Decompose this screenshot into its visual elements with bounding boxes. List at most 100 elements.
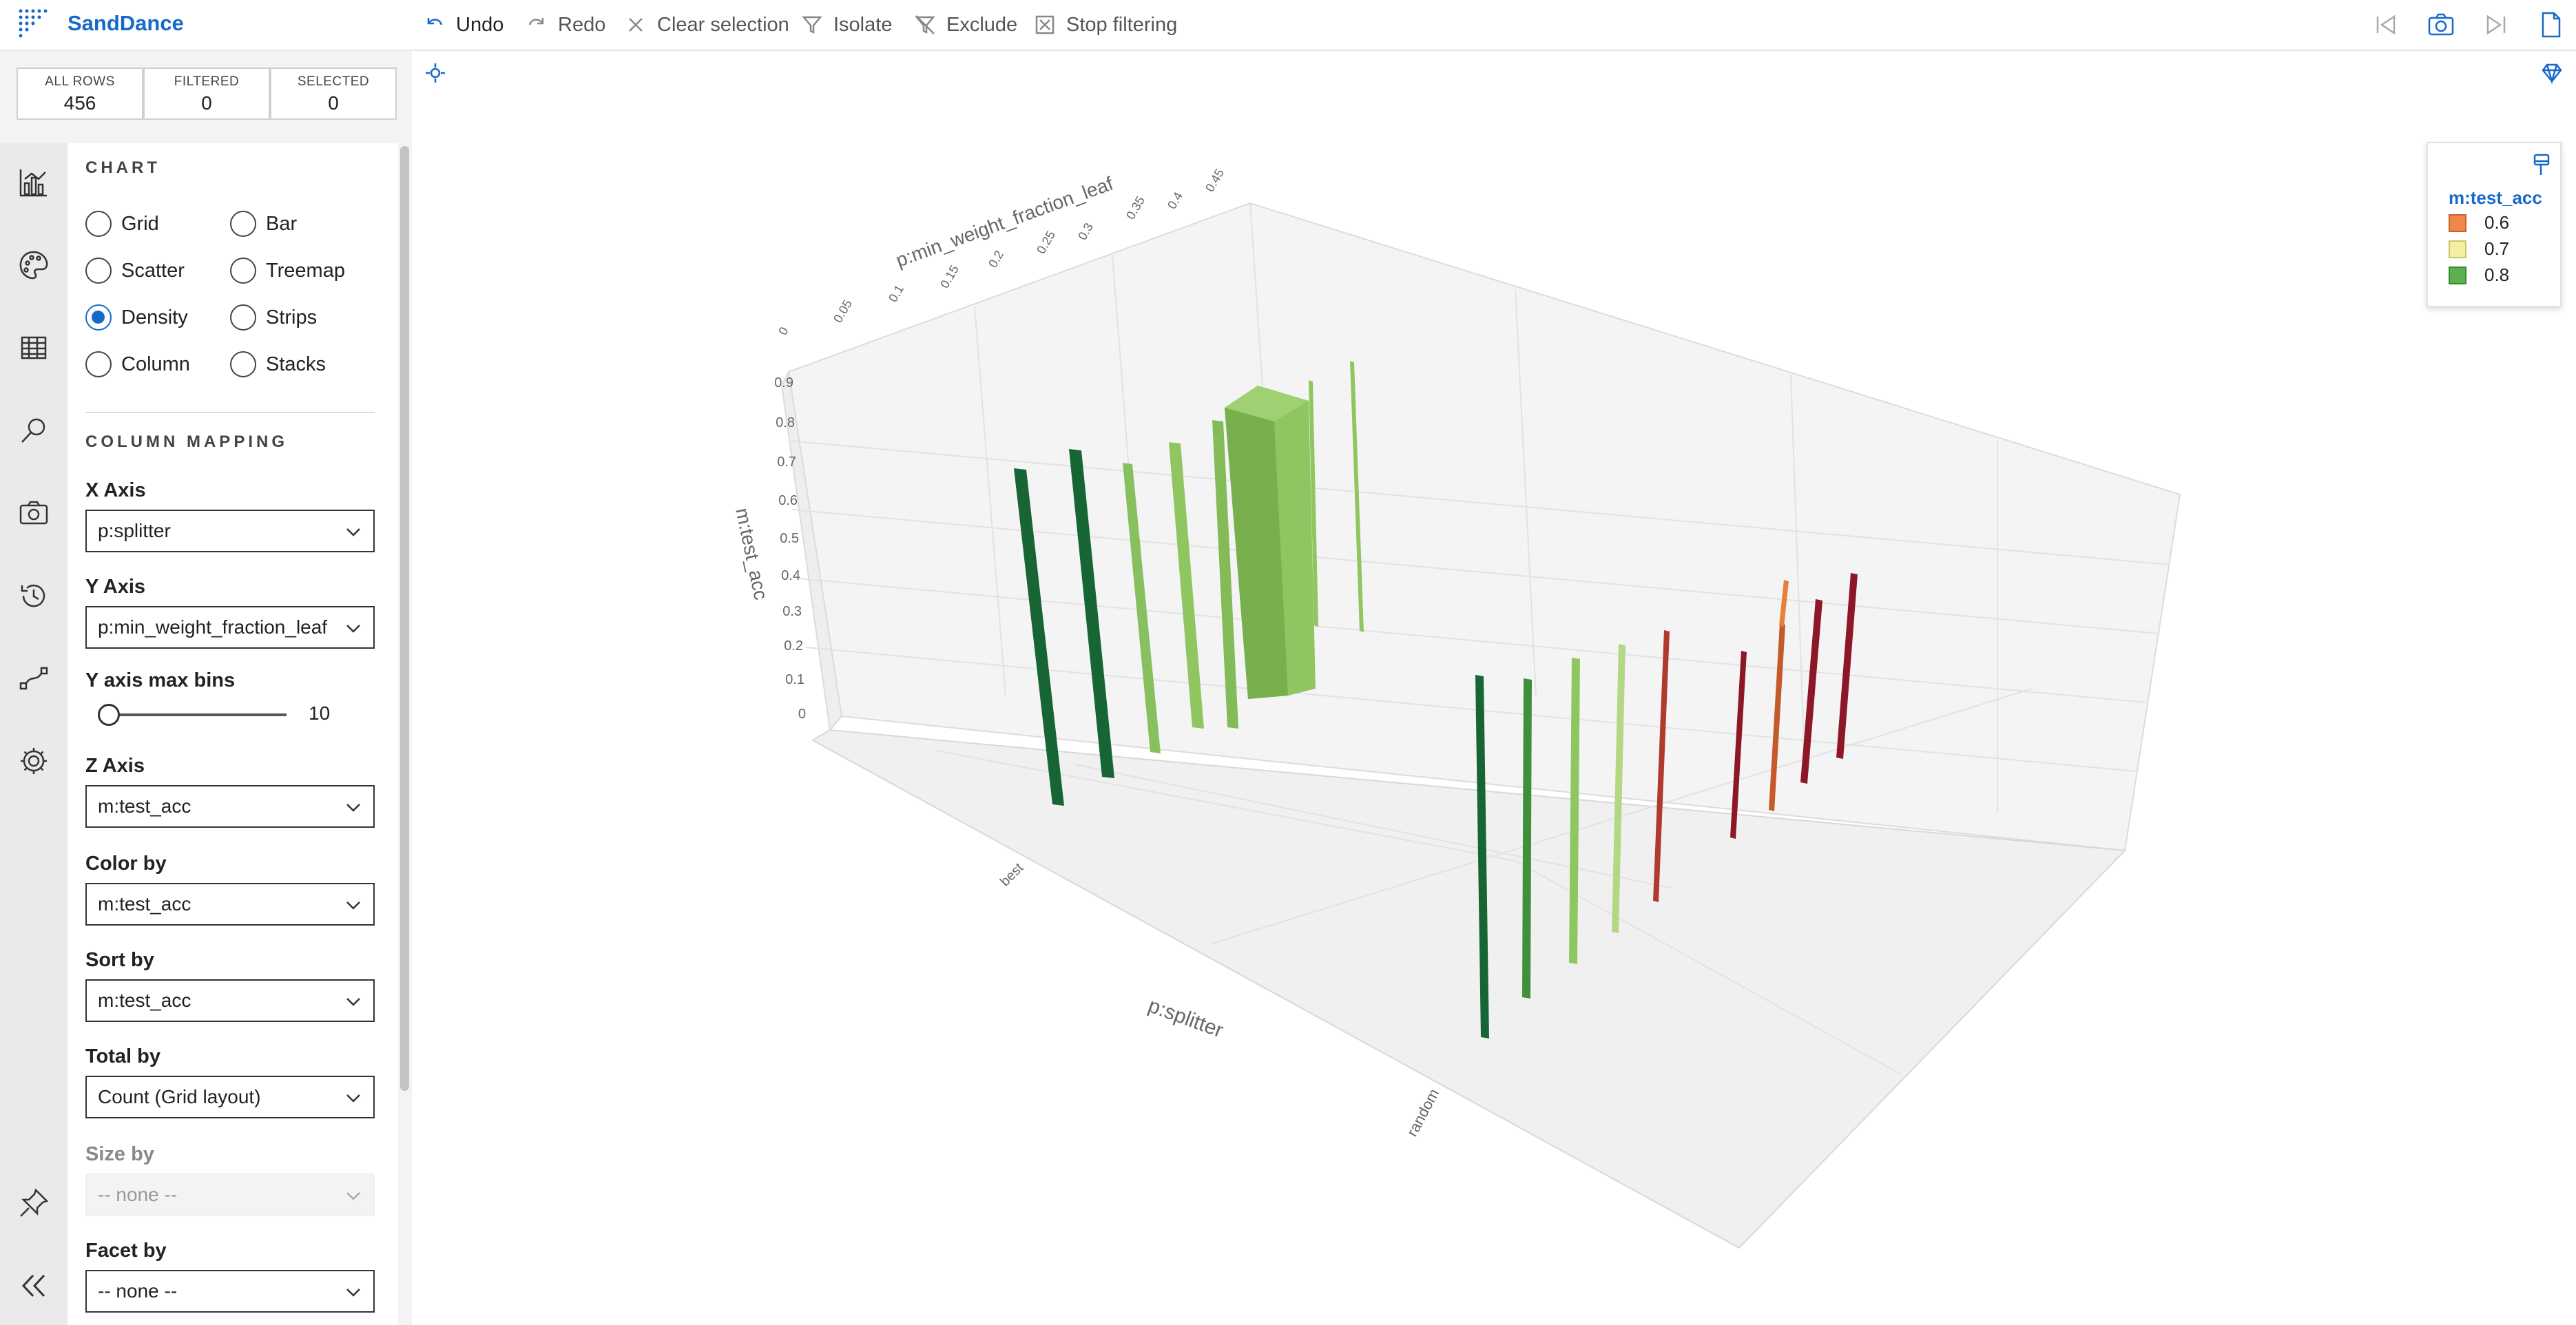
- column-mark: [1069, 449, 1114, 778]
- chart-section-title: CHART: [85, 158, 160, 177]
- legend-item[interactable]: 0.7: [2449, 238, 2509, 260]
- column-mapping-title: COLUMN MAPPING: [85, 432, 288, 451]
- rail-settings-button[interactable]: [17, 744, 51, 778]
- chart-type-treemap[interactable]: Treemap: [230, 258, 345, 284]
- chart-type-label: Strips: [266, 306, 318, 328]
- facet-by-dropdown[interactable]: -- none --: [85, 1270, 375, 1313]
- camera-icon: [19, 501, 48, 525]
- chart-type-scatter[interactable]: Scatter: [85, 258, 185, 284]
- exclude-button[interactable]: Exclude: [913, 8, 1017, 41]
- column-mark: [1653, 630, 1670, 902]
- legend-item[interactable]: 0.8: [2449, 264, 2509, 286]
- clear-selection-button[interactable]: Clear selection: [624, 8, 789, 41]
- total-by-dropdown[interactable]: Count (Grid layout): [85, 1076, 375, 1118]
- x-category-label: best: [997, 860, 1027, 890]
- y-tick: 0: [776, 324, 791, 337]
- panel-scrollbar[interactable]: [398, 143, 412, 1325]
- paint-brush-icon[interactable]: [2531, 153, 2552, 178]
- chart-type-column[interactable]: Column: [85, 351, 190, 377]
- rail-history-button[interactable]: [17, 578, 51, 613]
- y-bins-slider-thumb[interactable]: [98, 704, 120, 726]
- legend-label: 0.8: [2484, 264, 2510, 285]
- all-rows-label: ALL ROWS: [45, 74, 115, 89]
- column-mark: [1225, 386, 1309, 421]
- double-chevron-left-icon: [21, 1274, 45, 1297]
- y-bins-slider-track[interactable]: [99, 713, 287, 716]
- rail-chart-button[interactable]: [17, 165, 51, 200]
- z-tick: 0.5: [780, 531, 799, 546]
- chart-type-density[interactable]: Density: [85, 304, 188, 331]
- skip-first-icon[interactable]: [2371, 10, 2401, 40]
- collapse-sidebar-button[interactable]: [17, 1269, 51, 1303]
- rail-color-button[interactable]: [17, 248, 51, 282]
- stop-filtering-button[interactable]: Stop filtering: [1033, 8, 1177, 41]
- z-tick: 0.1: [785, 672, 804, 687]
- chart-type-grid[interactable]: Grid: [85, 211, 159, 237]
- best-columns[interactable]: [1014, 361, 1364, 806]
- color-by-dropdown[interactable]: m:test_acc: [85, 883, 375, 926]
- column-mark: [1730, 651, 1747, 839]
- y-tick: 0.25: [1034, 229, 1058, 256]
- document-icon[interactable]: [2536, 10, 2566, 40]
- chevron-down-icon: [346, 998, 360, 1006]
- search-icon: [21, 418, 45, 443]
- z-tick: 0.8: [776, 415, 795, 430]
- z-axis-dropdown[interactable]: m:test_acc: [85, 785, 375, 828]
- y-tick: 0.15: [937, 263, 962, 291]
- selected-label: SELECTED: [297, 74, 370, 89]
- table-icon: [21, 336, 47, 359]
- radio-circle: [230, 304, 256, 331]
- column-mark: [1123, 463, 1161, 753]
- y-axis-dropdown[interactable]: p:min_weight_fraction_leaf: [85, 606, 375, 649]
- isolate-button[interactable]: Isolate: [800, 8, 892, 41]
- skip-last-icon[interactable]: [2481, 10, 2511, 40]
- rail-snapshots-button[interactable]: [17, 496, 51, 530]
- total-by-label: Total by: [85, 1045, 161, 1067]
- data-counts: ALL ROWS 456 FILTERED 0 SELECTED 0: [0, 51, 412, 143]
- chart-type-strips[interactable]: Strips: [230, 304, 317, 331]
- chart-settings-panel: CHART Grid Bar Scatter Treemap Density S…: [67, 143, 398, 1325]
- chevron-down-icon: [346, 625, 360, 633]
- radio-circle: [85, 351, 112, 377]
- size-by-dropdown[interactable]: -- none --: [85, 1173, 375, 1216]
- chevron-down-icon: [346, 1094, 360, 1103]
- recenter-icon[interactable]: [426, 63, 445, 83]
- filtered-count[interactable]: FILTERED 0: [143, 67, 270, 120]
- column-mark: [1225, 408, 1288, 699]
- facet-by-value: -- none --: [98, 1280, 178, 1302]
- radio-circle-selected: [85, 304, 112, 331]
- redo-button[interactable]: Redo: [525, 8, 605, 41]
- legend-label: 0.6: [2484, 212, 2510, 233]
- legend-swatch: [2449, 240, 2466, 258]
- radio-circle: [230, 258, 256, 284]
- all-rows-count[interactable]: ALL ROWS 456: [17, 67, 143, 120]
- sort-by-dropdown[interactable]: m:test_acc: [85, 979, 375, 1022]
- y-bins-label: Y axis max bins: [85, 669, 236, 691]
- rail-data-button[interactable]: [17, 331, 51, 365]
- selected-count[interactable]: SELECTED 0: [270, 67, 397, 120]
- chart-type-bar[interactable]: Bar: [230, 211, 297, 237]
- z-tick: 0.3: [782, 604, 802, 619]
- history-icon: [21, 585, 45, 607]
- legend-label: 0.7: [2484, 238, 2510, 259]
- exclude-label: Exclude: [946, 13, 1018, 36]
- x-axis-dropdown[interactable]: p:splitter: [85, 510, 375, 552]
- rail-search-button[interactable]: [17, 413, 51, 448]
- filtered-value: 0: [201, 92, 212, 114]
- z-tick: 0.9: [774, 375, 793, 390]
- column-mark: [1800, 599, 1822, 784]
- chart-type-label: Scatter: [121, 259, 185, 282]
- app-title[interactable]: SandDance: [67, 11, 184, 35]
- camera-icon[interactable]: [2426, 10, 2456, 40]
- rail-transition-button[interactable]: [17, 661, 51, 696]
- chart-type-stacks[interactable]: Stacks: [230, 351, 326, 377]
- random-columns[interactable]: [1475, 573, 1858, 1039]
- gem-icon[interactable]: [2542, 63, 2562, 85]
- column-mark: [1769, 623, 1785, 811]
- undo-button[interactable]: Undo: [423, 8, 503, 41]
- panel-scrollbar-thumb[interactable]: [400, 146, 409, 1091]
- chart-canvas[interactable]: 0 0.1 0.2 0.3 0.4 0.5 0.6 0.7 0.8 0.9 m:…: [412, 51, 2576, 1325]
- rail-pin-button[interactable]: [17, 1186, 51, 1220]
- legend-item[interactable]: 0.6: [2449, 212, 2509, 233]
- column-mark: [1612, 644, 1625, 933]
